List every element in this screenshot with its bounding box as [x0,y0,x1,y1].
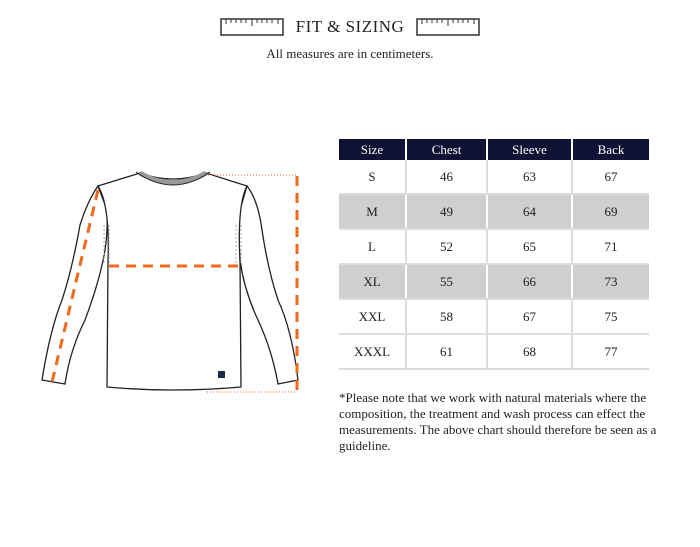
cell: 68 [486,334,572,370]
cell: 63 [486,160,572,195]
cell: 67 [486,299,572,335]
cell: 58 [405,299,487,335]
cell: M [339,194,406,230]
table-row: XXL 58 67 75 [339,299,649,335]
cell: 49 [405,194,487,230]
cell: 55 [405,264,487,300]
table-row: XXXL 61 68 77 [339,334,649,370]
cell: XXL [339,299,406,335]
logo-patch [218,371,225,378]
column-header: Back [571,139,649,160]
title-text: FIT & SIZING [295,17,405,37]
table-row: L 52 65 71 [339,229,649,265]
table-row: M 49 64 69 [339,194,649,230]
column-header: Size [339,139,406,160]
cell: 46 [405,160,487,195]
cell: L [339,229,406,265]
page-title: FIT & SIZING [0,16,700,37]
table-row: S 46 63 67 [339,160,649,195]
cell: 71 [571,229,649,265]
disclaimer-note: *Please note that we work with natural m… [339,390,657,453]
cell: 61 [405,334,487,370]
column-header: Sleeve [486,139,572,160]
cell: 73 [571,264,649,300]
cell: 65 [486,229,572,265]
column-header: Chest [405,139,487,160]
ruler-icon [219,18,284,36]
cell: 75 [571,299,649,335]
cell: 66 [486,264,572,300]
cell: 64 [486,194,572,230]
cell: 67 [571,160,649,195]
cell: S [339,160,406,195]
size-table: Size Chest Sleeve Back S 46 63 67 M 49 64 69 L… [339,139,649,370]
ruler-icon [416,18,481,36]
cell: 77 [571,334,649,370]
table-row: XL 55 66 73 [339,264,649,300]
cell: 52 [405,229,487,265]
subtitle: All measures are in centimeters. [266,46,434,61]
cell: 69 [571,194,649,230]
cell: XXXL [339,334,406,370]
cell: XL [339,264,406,300]
